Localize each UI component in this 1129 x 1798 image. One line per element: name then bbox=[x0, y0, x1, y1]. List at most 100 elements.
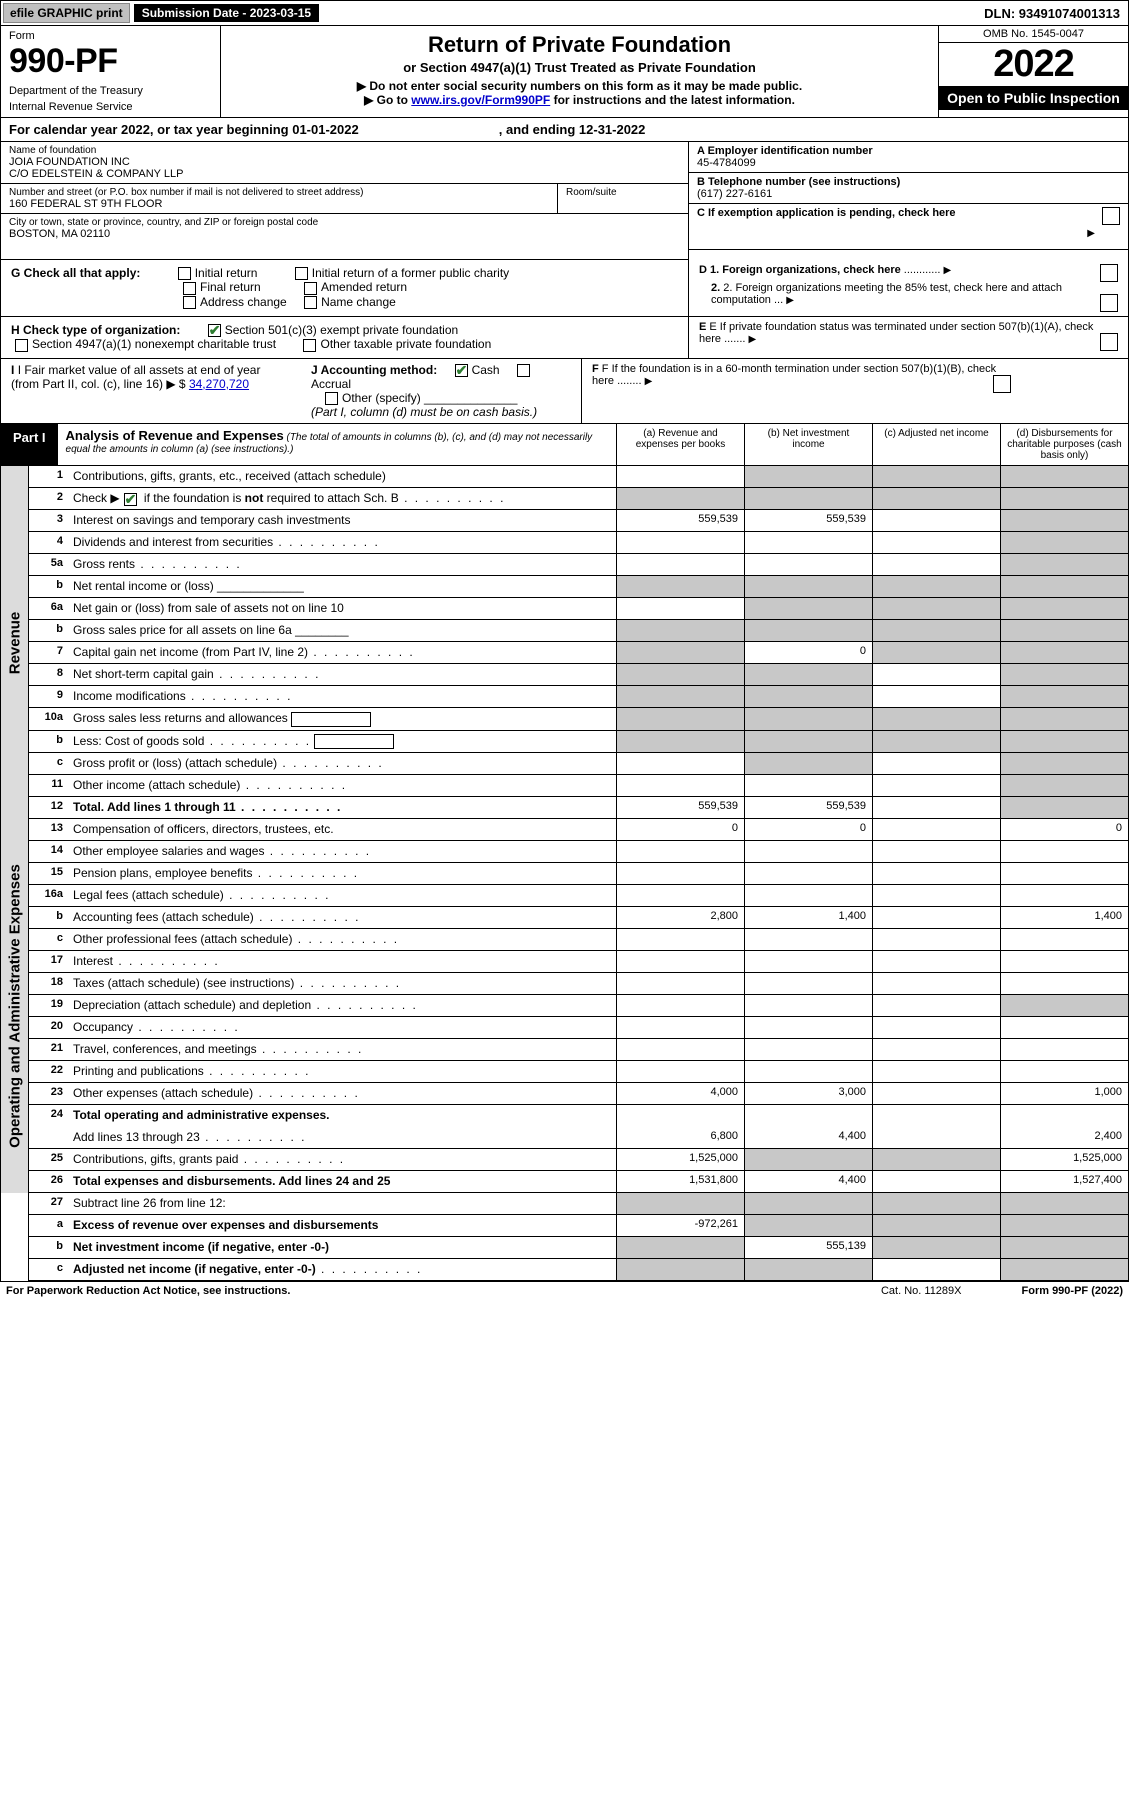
r1-desc: Contributions, gifts, grants, etc., rece… bbox=[67, 466, 616, 487]
row-16c: cOther professional fees (attach schedul… bbox=[29, 929, 1128, 951]
e-checkbox[interactable] bbox=[1100, 333, 1118, 351]
r13-b: 0 bbox=[744, 819, 872, 840]
r6a-desc: Net gain or (loss) from sale of assets n… bbox=[67, 598, 616, 619]
row-17: 17Interest bbox=[29, 951, 1128, 973]
addr-val: 160 FEDERAL ST 9TH FLOOR bbox=[9, 198, 549, 210]
r3-a: 559,539 bbox=[616, 510, 744, 531]
g-o5: Amended return bbox=[321, 280, 407, 294]
i-value[interactable]: 34,270,720 bbox=[189, 377, 249, 391]
r18-desc: Taxes (attach schedule) (see instruction… bbox=[73, 976, 294, 990]
r8-desc: Net short-term capital gain bbox=[73, 667, 214, 681]
dept: Department of the Treasury bbox=[9, 85, 212, 97]
j-note: (Part I, column (d) must be on cash basi… bbox=[311, 405, 537, 419]
g-amended-checkbox[interactable] bbox=[304, 282, 317, 295]
j-accrual: Accrual bbox=[311, 377, 351, 391]
c-label: C If exemption application is pending, c… bbox=[697, 207, 956, 219]
r2b: if the foundation is bbox=[141, 491, 245, 505]
r7-desc: Capital gain net income (from Part IV, l… bbox=[73, 645, 308, 659]
expenses-sidebar: Operating and Administrative Expenses bbox=[1, 819, 29, 1193]
r19-desc: Depreciation (attach schedule) and deple… bbox=[73, 998, 311, 1012]
h-other-checkbox[interactable] bbox=[303, 339, 316, 352]
row-1: 1Contributions, gifts, grants, etc., rec… bbox=[29, 466, 1128, 488]
row-15: 15Pension plans, employee benefits bbox=[29, 863, 1128, 885]
row-4: 4Dividends and interest from securities bbox=[29, 532, 1128, 554]
row-6a: 6aNet gain or (loss) from sale of assets… bbox=[29, 598, 1128, 620]
r16c-desc: Other professional fees (attach schedule… bbox=[73, 932, 292, 946]
row-24: 24Total operating and administrative exp… bbox=[29, 1105, 1128, 1127]
j-accrual-checkbox[interactable] bbox=[517, 364, 530, 377]
row-27b: bNet investment income (if negative, ent… bbox=[29, 1237, 1128, 1259]
row-14: 14Other employee salaries and wages bbox=[29, 841, 1128, 863]
row-10b: bLess: Cost of goods sold bbox=[29, 731, 1128, 753]
arrow-icon bbox=[1087, 227, 1098, 239]
r26-desc: Total expenses and disbursements. Add li… bbox=[67, 1171, 616, 1192]
g-former-checkbox[interactable] bbox=[295, 267, 308, 280]
expenses-label: Operating and Administrative Expenses bbox=[6, 864, 23, 1148]
r23-b: 3,000 bbox=[744, 1083, 872, 1104]
r23-d: 1,000 bbox=[1000, 1083, 1128, 1104]
h-o2: Section 4947(a)(1) nonexempt charitable … bbox=[32, 337, 276, 351]
r24b-desc: Add lines 13 through 23 bbox=[73, 1130, 200, 1144]
col-a-head: (a) Revenue and expenses per books bbox=[616, 424, 744, 465]
r15-desc: Pension plans, employee benefits bbox=[73, 866, 252, 880]
topbar: efile GRAPHIC print Submission Date - 20… bbox=[0, 0, 1129, 26]
j-cash-checkbox[interactable] bbox=[455, 364, 468, 377]
efile-button[interactable]: efile GRAPHIC print bbox=[3, 3, 130, 23]
r14-desc: Other employee salaries and wages bbox=[73, 844, 264, 858]
row-18: 18Taxes (attach schedule) (see instructi… bbox=[29, 973, 1128, 995]
r10b-desc: Less: Cost of goods sold bbox=[73, 734, 204, 748]
g-o4: Initial return of a former public charit… bbox=[312, 266, 509, 280]
footer-right: Form 990-PF (2022) bbox=[1022, 1285, 1124, 1297]
row-6b: bGross sales price for all assets on lin… bbox=[29, 620, 1128, 642]
r24-d: 2,400 bbox=[1000, 1127, 1128, 1148]
row-20: 20Occupancy bbox=[29, 1017, 1128, 1039]
h-501c3-checkbox[interactable] bbox=[208, 324, 221, 337]
h-4947-checkbox[interactable] bbox=[15, 339, 28, 352]
d2-checkbox[interactable] bbox=[1100, 294, 1118, 312]
row-5b: bNet rental income or (loss) ___________… bbox=[29, 576, 1128, 598]
row-13: 13Compensation of officers, directors, t… bbox=[29, 819, 1128, 841]
name-label: Name of foundation bbox=[9, 145, 680, 156]
row-21: 21Travel, conferences, and meetings bbox=[29, 1039, 1128, 1061]
r27a-a: -972,261 bbox=[616, 1215, 744, 1236]
row-26: 26Total expenses and disbursements. Add … bbox=[29, 1171, 1128, 1193]
g-name-checkbox[interactable] bbox=[304, 296, 317, 309]
arrow-icon bbox=[786, 294, 797, 306]
foundation-name-cell: Name of foundation JOIA FOUNDATION INC C… bbox=[1, 142, 688, 184]
g-address-checkbox[interactable] bbox=[183, 296, 196, 309]
r2-checkbox[interactable] bbox=[124, 493, 137, 506]
row-22: 22Printing and publications bbox=[29, 1061, 1128, 1083]
row-10c: cGross profit or (loss) (attach schedule… bbox=[29, 753, 1128, 775]
phone-label: B Telephone number (see instructions) bbox=[697, 176, 1120, 188]
h-o3: Other taxable private foundation bbox=[320, 337, 491, 351]
j-other: Other (specify) bbox=[342, 391, 421, 405]
row-16a: 16aLegal fees (attach schedule) bbox=[29, 885, 1128, 907]
f-checkbox[interactable] bbox=[993, 375, 1011, 393]
city-label: City or town, state or province, country… bbox=[9, 217, 680, 228]
g-initial-checkbox[interactable] bbox=[178, 267, 191, 280]
j-label: J Accounting method: bbox=[311, 363, 437, 377]
instr-2: ▶ Go to www.irs.gov/Form990PF for instru… bbox=[231, 93, 928, 107]
r11-desc: Other income (attach schedule) bbox=[73, 778, 240, 792]
d1-checkbox[interactable] bbox=[1100, 264, 1118, 282]
j-other-checkbox[interactable] bbox=[325, 392, 338, 405]
row-23: 23Other expenses (attach schedule)4,0003… bbox=[29, 1083, 1128, 1105]
r27c-desc: Adjusted net income (if negative, enter … bbox=[73, 1262, 316, 1276]
r13-d: 0 bbox=[1000, 819, 1128, 840]
r3-b: 559,539 bbox=[744, 510, 872, 531]
form-title: Return of Private Foundation bbox=[231, 32, 928, 58]
row-16b: bAccounting fees (attach schedule)2,8001… bbox=[29, 907, 1128, 929]
j-cash: Cash bbox=[472, 363, 500, 377]
row-3: 3Interest on savings and temporary cash … bbox=[29, 510, 1128, 532]
form-link[interactable]: www.irs.gov/Form990PF bbox=[411, 93, 550, 107]
footer-mid: Cat. No. 11289X bbox=[881, 1285, 962, 1297]
row-19: 19Depreciation (attach schedule) and dep… bbox=[29, 995, 1128, 1017]
row-8: 8Net short-term capital gain bbox=[29, 664, 1128, 686]
h-o1: Section 501(c)(3) exempt private foundat… bbox=[225, 323, 458, 337]
ein-cell: A Employer identification number 45-4784… bbox=[689, 142, 1128, 173]
c-checkbox[interactable] bbox=[1102, 207, 1120, 225]
r9-desc: Income modifications bbox=[73, 689, 186, 703]
arrow-icon bbox=[749, 333, 760, 345]
g-final-checkbox[interactable] bbox=[183, 282, 196, 295]
g-label: G Check all that apply: bbox=[11, 266, 140, 280]
